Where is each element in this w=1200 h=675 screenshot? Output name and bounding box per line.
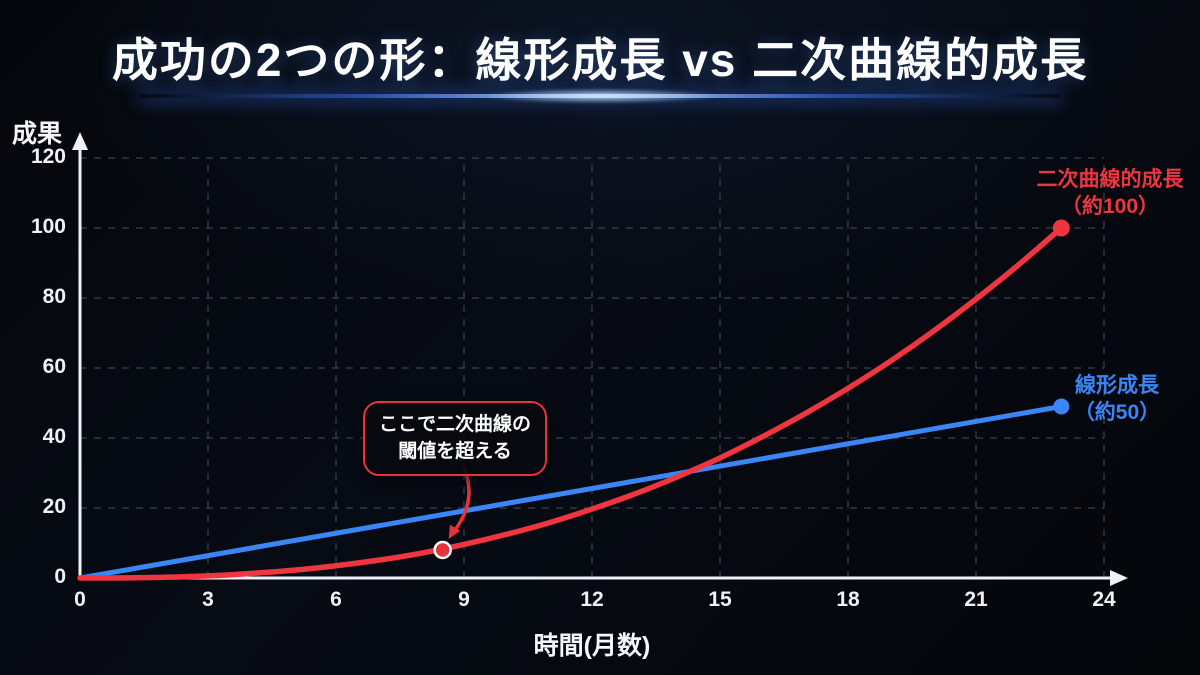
title-glow-divider — [140, 94, 1060, 98]
x-tick-label: 12 — [580, 588, 604, 611]
linear-series-value: （約50） — [1073, 401, 1161, 425]
threshold-dot — [433, 540, 452, 560]
callout-arrow — [450, 466, 471, 535]
linear-endpoint-dot — [1053, 398, 1070, 415]
x-tick-label: 3 — [202, 588, 214, 611]
y-tick-label: 60 — [42, 355, 66, 378]
y-tick-label: 80 — [42, 285, 66, 308]
y-tick-label: 40 — [42, 425, 66, 448]
linear-growth-line — [77, 398, 1070, 581]
callout-arrowhead — [448, 524, 461, 539]
page-title: 成功の2つの形：線形成長 vs 二次曲線的成長 — [111, 34, 1089, 86]
y-tick-label: 20 — [42, 495, 66, 518]
quadratic-growth-curve — [77, 219, 1070, 581]
y-axis-title: 成果 — [12, 120, 63, 148]
linear-series-label: 線形成長 （約50） — [1042, 372, 1192, 427]
x-axis-title: 時間(月数) — [533, 632, 651, 660]
y-tick-label: 100 — [30, 215, 66, 238]
quadratic-series-name: 二次曲線的成長 — [1036, 168, 1184, 191]
callout-line-1: ここで二次曲線の — [378, 414, 531, 435]
quadratic-endpoint-dot — [1052, 219, 1070, 237]
x-tick-label: 24 — [1092, 588, 1116, 611]
y-tick-label: 120 — [30, 145, 66, 168]
callout-line-2: 閾値を超える — [398, 440, 512, 462]
grid-lines — [80, 157, 1105, 578]
x-tick-label: 18 — [836, 588, 860, 611]
y-tick-label: 0 — [54, 565, 66, 588]
x-tick-label: 9 — [458, 588, 470, 611]
quadratic-series-value: （約100） — [1060, 195, 1160, 219]
linear-series-name: 線形成長 — [1075, 374, 1159, 397]
y-axis — [72, 132, 88, 580]
x-axis — [78, 570, 1128, 586]
quadratic-series-label: 二次曲線的成長 （約100） — [1028, 166, 1192, 221]
x-tick-label: 6 — [330, 588, 342, 611]
threshold-callout: ここで二次曲線の 閾値を超える — [363, 401, 547, 477]
x-tick-label: 21 — [964, 588, 988, 611]
x-tick-label: 0 — [74, 588, 86, 611]
x-tick-label: 15 — [708, 588, 732, 611]
